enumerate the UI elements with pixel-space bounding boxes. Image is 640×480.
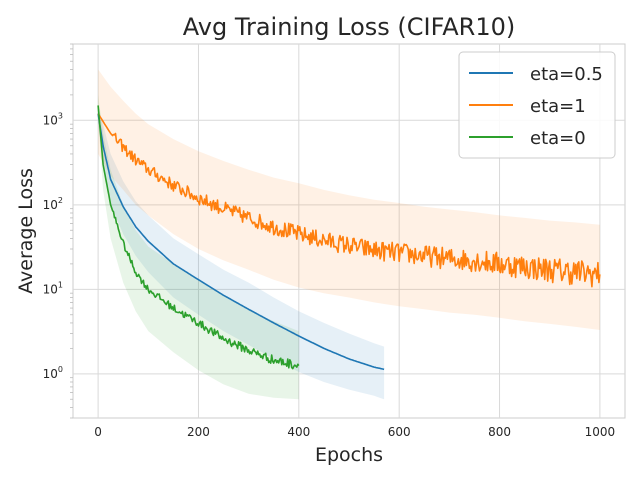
confidence-band: [98, 105, 385, 400]
series-line: [97, 113, 385, 371]
legend-label: eta=0: [530, 128, 586, 149]
y-axis-ticks: 100 101 102 103: [43, 43, 73, 419]
x-tick-label: 400: [287, 425, 310, 439]
confidence-band: [98, 94, 299, 400]
y-tick-label: 101: [43, 280, 63, 296]
y-tick-label: 103: [43, 111, 63, 127]
x-tick-label: 200: [187, 425, 210, 439]
legend-label: eta=0.5: [530, 64, 603, 85]
y-axis-label: Average Loss: [15, 168, 37, 294]
series-line: [97, 105, 300, 370]
series-line: [97, 113, 601, 288]
y-tick-label: 102: [43, 196, 63, 212]
chart-title: Avg Training Loss (CIFAR10): [183, 13, 515, 41]
x-tick-label: 0: [94, 425, 102, 439]
x-axis-ticks: 0 200 400 600 800 1000: [94, 425, 615, 439]
x-axis-label: Epochs: [315, 444, 383, 466]
legend-label: eta=1: [530, 96, 586, 117]
legend-box: [458, 51, 616, 159]
series-lines: [97, 105, 601, 371]
y-tick-label: 100: [43, 365, 63, 381]
x-tick-label: 1000: [585, 425, 616, 439]
legend: eta=0.5 eta=1 eta=0: [458, 51, 616, 159]
x-tick-label: 600: [388, 425, 411, 439]
x-tick-label: 800: [488, 425, 511, 439]
